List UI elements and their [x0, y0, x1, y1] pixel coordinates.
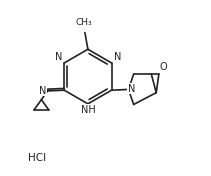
Text: N: N	[127, 84, 135, 94]
Text: HCl: HCl	[28, 153, 46, 163]
Text: N: N	[55, 52, 62, 62]
Text: CH₃: CH₃	[76, 18, 92, 27]
Text: N: N	[39, 86, 47, 96]
Text: O: O	[160, 62, 167, 72]
Text: N: N	[114, 52, 121, 62]
Text: NH: NH	[81, 105, 96, 115]
